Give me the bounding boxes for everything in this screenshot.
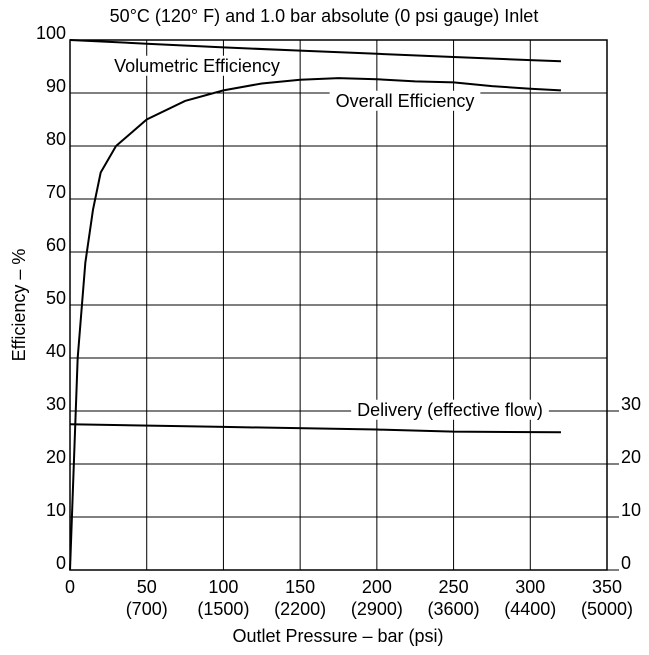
y2-tick-label: 10 <box>621 500 641 520</box>
y2-tick-label: 20 <box>621 447 641 467</box>
x-tick-sublabel: (3600) <box>428 599 480 619</box>
x-tick-label: 300 <box>515 577 545 597</box>
y-tick-label: 40 <box>46 341 66 361</box>
x-tick-sublabel: (4400) <box>504 599 556 619</box>
x-tick-sublabel: (2900) <box>351 599 403 619</box>
x-tick-sublabel: (1500) <box>197 599 249 619</box>
x-tick-label: 250 <box>439 577 469 597</box>
y-tick-label: 70 <box>46 182 66 202</box>
series-label: Volumetric Efficiency <box>114 56 280 76</box>
y-tick-label: 10 <box>46 500 66 520</box>
y-tick-label: 30 <box>46 394 66 414</box>
line-series <box>69 39 562 63</box>
x-tick-label: 200 <box>362 577 392 597</box>
y2-tick-label: 0 <box>621 553 631 573</box>
y-tick-label: 80 <box>46 129 66 149</box>
x-tick-label: 0 <box>65 577 75 597</box>
x-tick-label: 50 <box>137 577 157 597</box>
y2-tick-label: 30 <box>621 394 641 414</box>
y-axis-label: Efficiency – % <box>9 249 29 362</box>
x-tick-sublabel: (2200) <box>274 599 326 619</box>
series-label-bg <box>329 90 481 111</box>
series-label: Overall Efficiency <box>336 91 475 111</box>
y-tick-label: 20 <box>46 447 66 467</box>
series-label: Delivery (effective flow) <box>357 400 543 420</box>
line-series <box>69 423 561 434</box>
series-label-bg <box>351 399 549 420</box>
x-tick-label: 350 <box>592 577 622 597</box>
x-tick-sublabel: (5000) <box>581 599 633 619</box>
x-tick-label: 100 <box>208 577 238 597</box>
plot-frame <box>69 39 608 571</box>
y-tick-label: 60 <box>46 235 66 255</box>
y-tick-label: 100 <box>36 23 66 43</box>
y-tick-label: 0 <box>56 553 66 573</box>
x-tick-sublabel: (700) <box>126 599 168 619</box>
x-axis-label: Outlet Pressure – bar (psi) <box>232 626 443 646</box>
y-tick-label: 90 <box>46 76 66 96</box>
series-label-bg <box>108 55 286 76</box>
y-tick-label: 50 <box>46 288 66 308</box>
chart-title: 50°C (120° F) and 1.0 bar absolute (0 ps… <box>110 6 539 26</box>
line-series <box>69 77 562 571</box>
x-tick-label: 150 <box>285 577 315 597</box>
